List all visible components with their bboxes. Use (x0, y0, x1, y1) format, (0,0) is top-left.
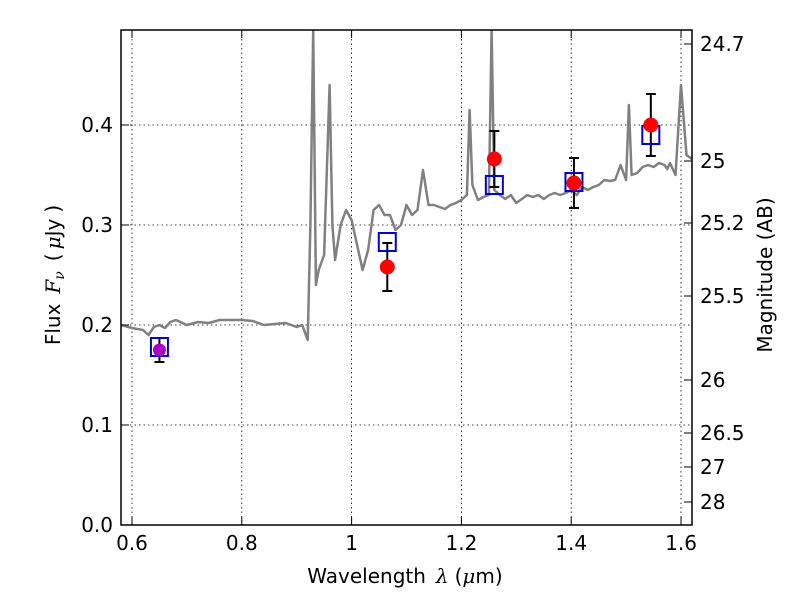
model-boxes (149, 125, 661, 357)
y2-tick-label: 25.2 (700, 211, 745, 235)
error-bars (154, 93, 656, 363)
observed-point (486, 151, 502, 167)
x-tick-label: 1.2 (445, 531, 477, 555)
observed-points (152, 117, 659, 357)
x-tick-label: 0.6 (116, 531, 148, 555)
x-tick-label: 1.4 (555, 531, 587, 555)
x-tick-label: 0.8 (226, 531, 258, 555)
y2-tick-label: 25 (700, 149, 725, 173)
observed-point (643, 117, 659, 133)
grid-lines (121, 30, 692, 526)
spectrum-line (121, 30, 692, 342)
observed-point (566, 175, 582, 191)
y-tick-label: 0.2 (81, 313, 113, 337)
plot-frame (120, 29, 693, 526)
y-axis-label: FluxFν(μJy) (41, 205, 68, 345)
x-tick-label: 1 (345, 531, 358, 555)
y2-tick-label: 28 (700, 490, 725, 514)
observed-point (379, 259, 395, 275)
x-axis-label: Wavelength λ (μm) (307, 564, 502, 588)
y2-tick-label: 24.7 (700, 32, 745, 56)
y-tick-label: 0.1 (81, 413, 113, 437)
y2-tick-label: 26 (700, 368, 725, 392)
model-box (564, 172, 584, 192)
axis-ticks: 0.6 0.8 1 1.2 1.4 1.6 0.0 0.1 0.2 0.3 0.4 24.7 25 25.… (81, 30, 745, 555)
x-tick-label: 1.6 (665, 531, 697, 555)
observed-point (152, 343, 166, 357)
y2-tick-label: 25.5 (700, 284, 745, 308)
y-tick-label: 0.3 (81, 213, 113, 237)
model-box (484, 175, 504, 195)
y2-tick-label: 27 (700, 455, 725, 479)
y-tick-label: 0.4 (81, 113, 113, 137)
y2-axis-label: Magnitude (AB) (753, 197, 777, 352)
model-box (377, 232, 397, 252)
spectrum-series (121, 30, 692, 342)
y2-tick-label: 26.5 (700, 421, 745, 445)
y-tick-label: 0.0 (81, 513, 113, 537)
